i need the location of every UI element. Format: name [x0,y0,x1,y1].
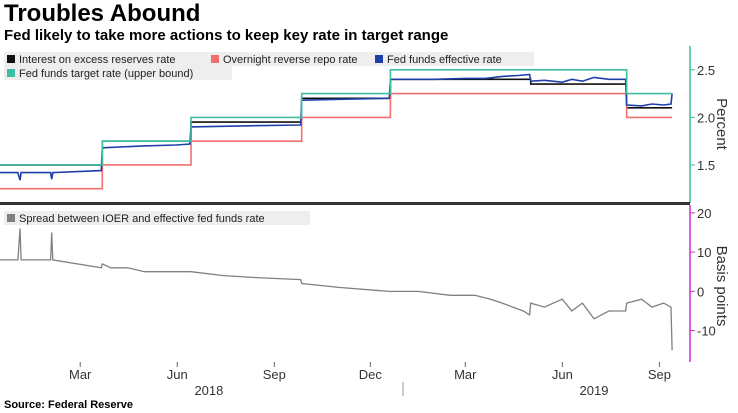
y-tick-label: -10 [697,324,716,339]
series-line-fed-funds-target-rate-upper-bound [0,69,673,166]
series-line-fed-funds-effective-rate [0,73,673,181]
x-year-label: 2018 [194,383,223,398]
x-tick-label: Mar [69,367,92,382]
x-year-label: 2019 [580,383,609,398]
top-legend: Interest on excess reserves rate Overnigh… [4,52,534,80]
x-tick-label: Jun [167,367,188,382]
y-tick-label: 2.5 [697,63,715,78]
x-tick-label: Mar [454,367,477,382]
legend-item-bg [208,52,388,66]
source-note: Source: Federal Reserve [4,399,133,411]
legend-swatch [211,55,219,63]
legend-swatch [7,69,15,77]
x-tick-label: Jun [552,367,573,382]
legend-swatch [375,55,383,63]
bottom-legend: Spread between IOER and effective fed fu… [4,211,310,225]
legend-label-spread-between-ioer-and-effective-fed-funds-rate: Spread between IOER and effective fed fu… [19,213,265,225]
y-tick-label: 10 [697,245,711,260]
x-tick-label: Sep [648,367,671,382]
chart-subtitle: Fed likely to take more actions to keep … [4,27,448,44]
legend-label-overnight-reverse-repo-rate: Overnight reverse repo rate [223,54,358,66]
bottom-y-ticks: -10 0 10 20 [690,206,716,339]
top-y-axis-title: Percent [713,98,730,151]
panel-divider [0,202,690,205]
legend-item-bg [4,52,214,66]
top-y-ticks: 1.5 2.0 2.5 [690,63,715,173]
legend-label-fed-funds-effective-rate: Fed funds effective rate [387,54,502,66]
bottom-y-axis-title: Basis points [713,246,730,327]
series-line-overnight-reverse-repo-rate [0,92,673,190]
top-panel: Interest on excess reserves rate Overnigh… [0,46,730,203]
y-tick-label: 20 [697,206,711,221]
bottom-panel: Spread between IOER and effective fed fu… [0,205,730,362]
legend-swatch [7,214,15,222]
top-series-group [0,69,673,190]
x-tick-label: Sep [263,367,286,382]
legend-item-bg [4,211,310,225]
legend-item-bg [372,52,534,66]
legend-label-interest-on-excess-reserves-rate: Interest on excess reserves rate [19,54,176,66]
y-tick-label: 0 [697,284,704,299]
series-line-interest-on-excess-reserves-rate [0,78,673,166]
legend-item-bg [4,66,232,80]
y-tick-label: 1.5 [697,158,715,173]
legend-label-fed-funds-target-rate-upper-bound: Fed funds target rate (upper bound) [19,68,193,80]
bottom-series-group [0,228,673,351]
chart-title: Troubles Abound [4,0,200,27]
series-line-spread-between-ioer-and-effective-fed-funds-rate [0,228,673,351]
legend-swatch [7,55,15,63]
x-tick-label: Dec [359,367,383,382]
y-tick-label: 2.0 [697,110,715,125]
x-axis: Mar Jun Sep Dec Mar Jun Sep 2018 2019 [69,362,671,398]
